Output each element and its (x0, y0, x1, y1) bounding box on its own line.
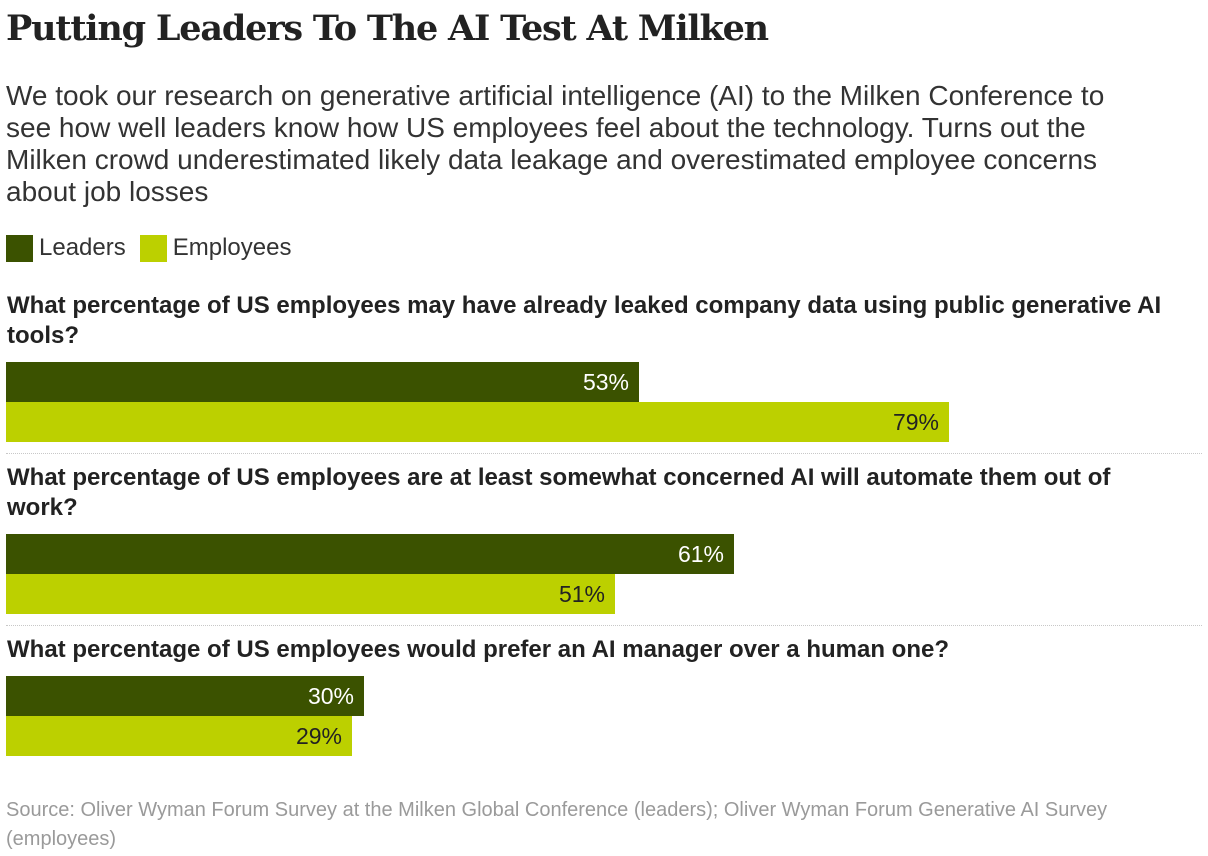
bar-label-q1-employees: 79% (892, 408, 939, 435)
question-2: What percentage of US employees are at l… (7, 464, 1111, 521)
legend-label-employees: Employees (172, 234, 292, 261)
bar-q1-employees: 79% (6, 402, 949, 442)
legend-item-leaders: Leaders (6, 234, 126, 262)
bar-q2-leaders: 61% (6, 534, 734, 574)
bar-label-q2-employees: 51% (558, 580, 605, 607)
divider (6, 453, 1202, 454)
bar-q2-employees: 51% (6, 574, 615, 614)
bar-label-q1-leaders: 53% (582, 368, 629, 395)
bar-q3-employees: 29% (6, 716, 352, 756)
bar-q3-leaders: 30% (6, 676, 364, 716)
question-1: What percentage of US employees may have… (7, 292, 1162, 349)
legend: Leaders Employees (6, 233, 305, 263)
chart-subtitle: We took our research on generative artif… (6, 80, 1105, 207)
legend-swatch-employees (139, 234, 167, 262)
legend-label-leaders: Leaders (39, 234, 126, 261)
legend-item-employees: Employees (139, 234, 292, 262)
bar-label-q2-leaders: 61% (677, 540, 724, 567)
question-3: What percentage of US employees would pr… (7, 636, 949, 663)
bar-label-q3-employees: 29% (295, 722, 342, 749)
chart-title: Putting Leaders To The AI Test At Milken (6, 8, 769, 49)
source-note: Source: Oliver Wyman Forum Survey at the… (6, 799, 1108, 850)
divider (6, 625, 1202, 626)
bar-label-q3-leaders: 30% (307, 682, 354, 709)
legend-swatch-leaders (6, 234, 33, 262)
bar-q1-leaders: 53% (6, 362, 639, 402)
